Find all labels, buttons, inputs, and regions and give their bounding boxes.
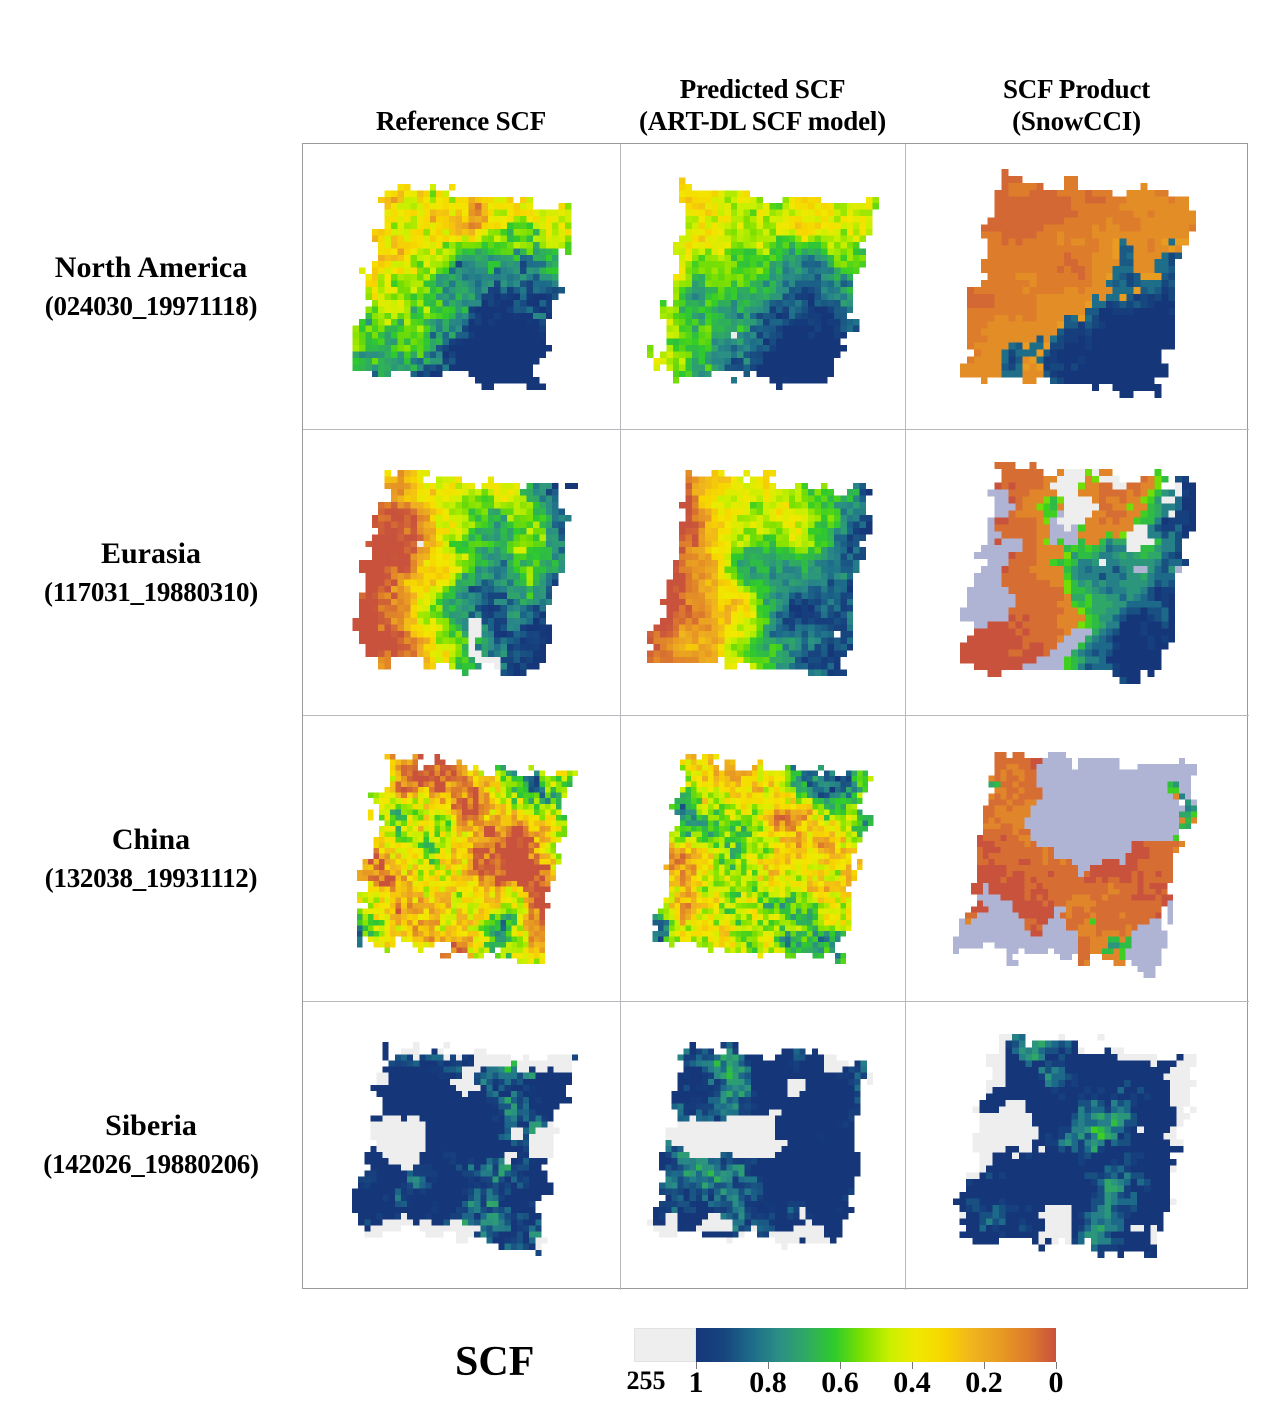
map-raster-siberia-product <box>952 1021 1203 1271</box>
row-label-siberia-code: (142026_19880206) <box>43 1148 259 1179</box>
colorbar-tick <box>696 1362 697 1369</box>
row-label-north-america: North America (024030_19971118) <box>0 143 302 429</box>
nodata-swatch <box>634 1328 696 1362</box>
colorbar-tick-label: 0.2 <box>965 1366 1003 1399</box>
row-label-siberia: Siberia (142026_19880206) <box>0 1001 302 1287</box>
map-raster-china-product <box>952 733 1203 984</box>
map-raster-eurasia-predicted <box>647 456 879 689</box>
colorbar-tick-label: 0 <box>1048 1366 1064 1399</box>
map-panel-north-america-predicted <box>621 144 906 430</box>
row-label-china-name: China <box>111 822 191 856</box>
colorbar-tick <box>912 1362 913 1369</box>
row-label-north-america-code: (024030_19971118) <box>44 290 258 321</box>
colorbar-tick <box>768 1362 769 1369</box>
map-raster-north-america-predicted <box>647 170 879 403</box>
map-raster-china-predicted <box>647 742 879 975</box>
map-raster-north-america-product <box>952 161 1203 412</box>
map-panel-china-product <box>906 716 1249 1002</box>
legend-title: SCF <box>455 1339 535 1385</box>
row-label-north-america-name: North America <box>54 250 248 284</box>
map-panel-north-america-reference <box>303 144 621 430</box>
column-header-reference-line1: Reference SCF <box>375 105 547 136</box>
map-panel-north-america-product <box>906 144 1249 430</box>
map-panel-grid <box>302 143 1249 1290</box>
row-label-eurasia-name: Eurasia <box>100 536 202 570</box>
map-raster-north-america-reference <box>345 170 578 403</box>
map-panel-siberia-reference <box>303 1002 621 1290</box>
column-header-product: SCF Product (SnowCCI) <box>905 48 1248 143</box>
row-label-china: China (132038_19931112) <box>0 715 302 1001</box>
map-raster-eurasia-product <box>952 447 1203 698</box>
row-label-china-code: (132038_19931112) <box>44 862 258 893</box>
colorbar-ticks <box>696 1362 1057 1370</box>
map-panel-eurasia-predicted <box>621 430 906 716</box>
colorbar-tick-label: 0.4 <box>893 1366 931 1399</box>
map-panel-eurasia-reference <box>303 430 621 716</box>
map-raster-china-reference <box>345 742 578 975</box>
colorbar-tick <box>840 1362 841 1369</box>
column-header-predicted-line1: Predicted SCF <box>679 74 846 105</box>
nodata-label: 255 <box>626 1366 666 1395</box>
colorbar-tick <box>1056 1362 1057 1369</box>
column-header-reference: Reference SCF <box>302 48 620 143</box>
colorbar-tick <box>984 1362 985 1369</box>
map-raster-siberia-predicted <box>647 1030 879 1262</box>
row-label-eurasia-code: (117031_19880310) <box>44 576 258 607</box>
column-header-predicted-line2: (ART-DL SCF model) <box>639 105 886 136</box>
colorbar-tick-labels: 1 0.8 0.6 0.4 0.2 0 <box>689 1366 1064 1406</box>
row-label-siberia-name: Siberia <box>105 1108 197 1142</box>
row-label-column: North America (024030_19971118) Eurasia … <box>0 143 302 1289</box>
map-panel-siberia-predicted <box>621 1002 906 1290</box>
colorbar-gradient <box>696 1328 1056 1362</box>
colorbar <box>696 1328 1056 1362</box>
map-raster-eurasia-reference <box>345 456 578 689</box>
column-header-predicted: Predicted SCF (ART-DL SCF model) <box>620 48 905 143</box>
column-header-product-line2: (SnowCCI) <box>1012 105 1141 136</box>
map-panel-eurasia-product <box>906 430 1249 716</box>
colorbar-tick-label: 0.8 <box>749 1366 787 1399</box>
colorbar-tick-label: 0.6 <box>821 1366 859 1399</box>
row-label-eurasia: Eurasia (117031_19880310) <box>0 429 302 715</box>
column-header-row: Reference SCF Predicted SCF (ART-DL SCF … <box>302 48 1248 143</box>
column-header-product-line1: SCF Product <box>1002 74 1151 105</box>
colorbar-legend: SCF 255 1 0.8 0.6 0.4 0.2 0 <box>0 1300 1270 1428</box>
map-raster-siberia-reference <box>345 1030 578 1262</box>
map-panel-siberia-product <box>906 1002 1249 1290</box>
colorbar-tick-label: 1 <box>688 1366 704 1399</box>
map-panel-china-predicted <box>621 716 906 1002</box>
map-panel-china-reference <box>303 716 621 1002</box>
